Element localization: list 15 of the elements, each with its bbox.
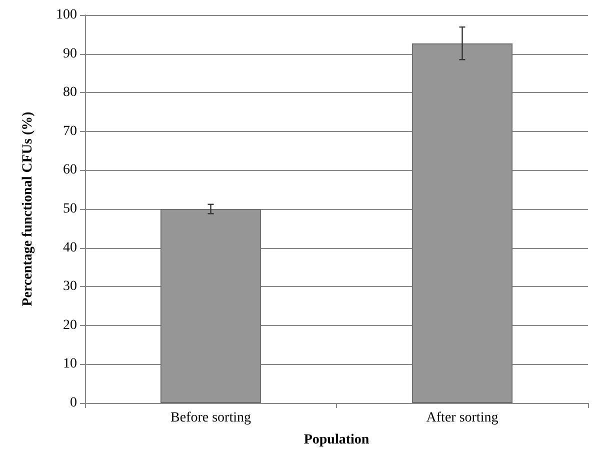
y-tick-label: 40 xyxy=(63,240,77,256)
y-tick-label: 80 xyxy=(63,85,77,100)
y-tick-label: 60 xyxy=(63,162,77,178)
y-tick-label: 10 xyxy=(63,356,77,372)
y-tick-label: 50 xyxy=(63,202,77,216)
y-tick-label: 20 xyxy=(63,318,77,333)
y-tick-label: 100 xyxy=(56,8,77,22)
y-tick-label: 0 xyxy=(70,396,77,410)
x-axis-title: Population xyxy=(304,432,370,448)
y-tick-label: 70 xyxy=(63,124,77,139)
y-axis-title: Percentage functional CFUs (%) xyxy=(20,111,36,306)
x-tick-label: Before sorting xyxy=(170,410,251,426)
y-tick-label: 30 xyxy=(63,279,77,294)
x-tick-label: After sorting xyxy=(426,410,498,426)
y-tick-label: 90 xyxy=(63,46,77,62)
